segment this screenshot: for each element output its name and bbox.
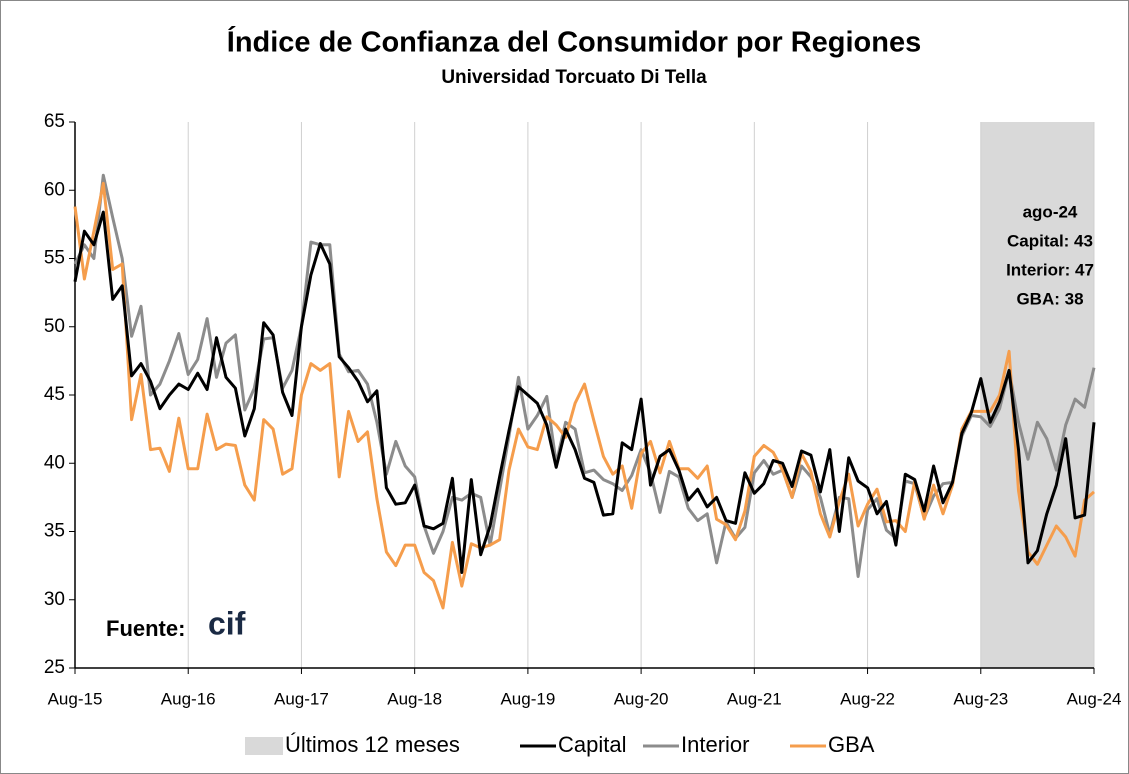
- x-tick-label: Aug-15: [48, 689, 103, 708]
- annotation: GBA: 38: [1016, 289, 1083, 308]
- x-tick-label: Aug-21: [727, 689, 782, 708]
- legend-label: Capital: [558, 732, 626, 757]
- legend-label: Interior: [681, 732, 749, 757]
- y-tick-label: 35: [44, 521, 65, 542]
- y-tick-label: 30: [44, 589, 65, 610]
- x-tick-label: Aug-23: [953, 689, 1008, 708]
- chart-subtitle: Universidad Torcuato Di Tella: [441, 67, 707, 88]
- series-line: [73, 181, 1095, 610]
- x-tick-label: Aug-18: [387, 689, 442, 708]
- legend-label: Últimos 12 meses: [285, 732, 460, 757]
- x-tick-label: Aug-19: [500, 689, 555, 708]
- y-tick-label: 45: [44, 384, 65, 405]
- x-tick-label: Aug-20: [614, 689, 669, 708]
- x-tick-label: Aug-24: [1067, 689, 1122, 708]
- annotation: ago-24: [1023, 202, 1078, 221]
- series-line: [73, 210, 1096, 574]
- chart-title: Índice de Confianza del Consumidor por R…: [227, 25, 921, 59]
- source-label: Fuente:: [106, 616, 185, 641]
- x-tick-label: Aug-17: [274, 689, 329, 708]
- x-tick-label: Aug-16: [161, 689, 216, 708]
- legend-swatch: [245, 737, 283, 755]
- y-tick-label: 25: [44, 657, 65, 678]
- y-tick-label: 65: [44, 111, 65, 132]
- y-tick-label: 50: [44, 316, 65, 337]
- y-tick-label: 55: [44, 248, 65, 269]
- y-tick-label: 60: [44, 179, 65, 200]
- source-logo: cif: [208, 605, 246, 641]
- annotation: Capital: 43: [1007, 231, 1093, 250]
- y-tick-label: 40: [44, 452, 65, 473]
- x-tick-label: Aug-22: [840, 689, 895, 708]
- annotation: Interior: 47: [1006, 260, 1094, 279]
- legend-label: GBA: [828, 732, 875, 757]
